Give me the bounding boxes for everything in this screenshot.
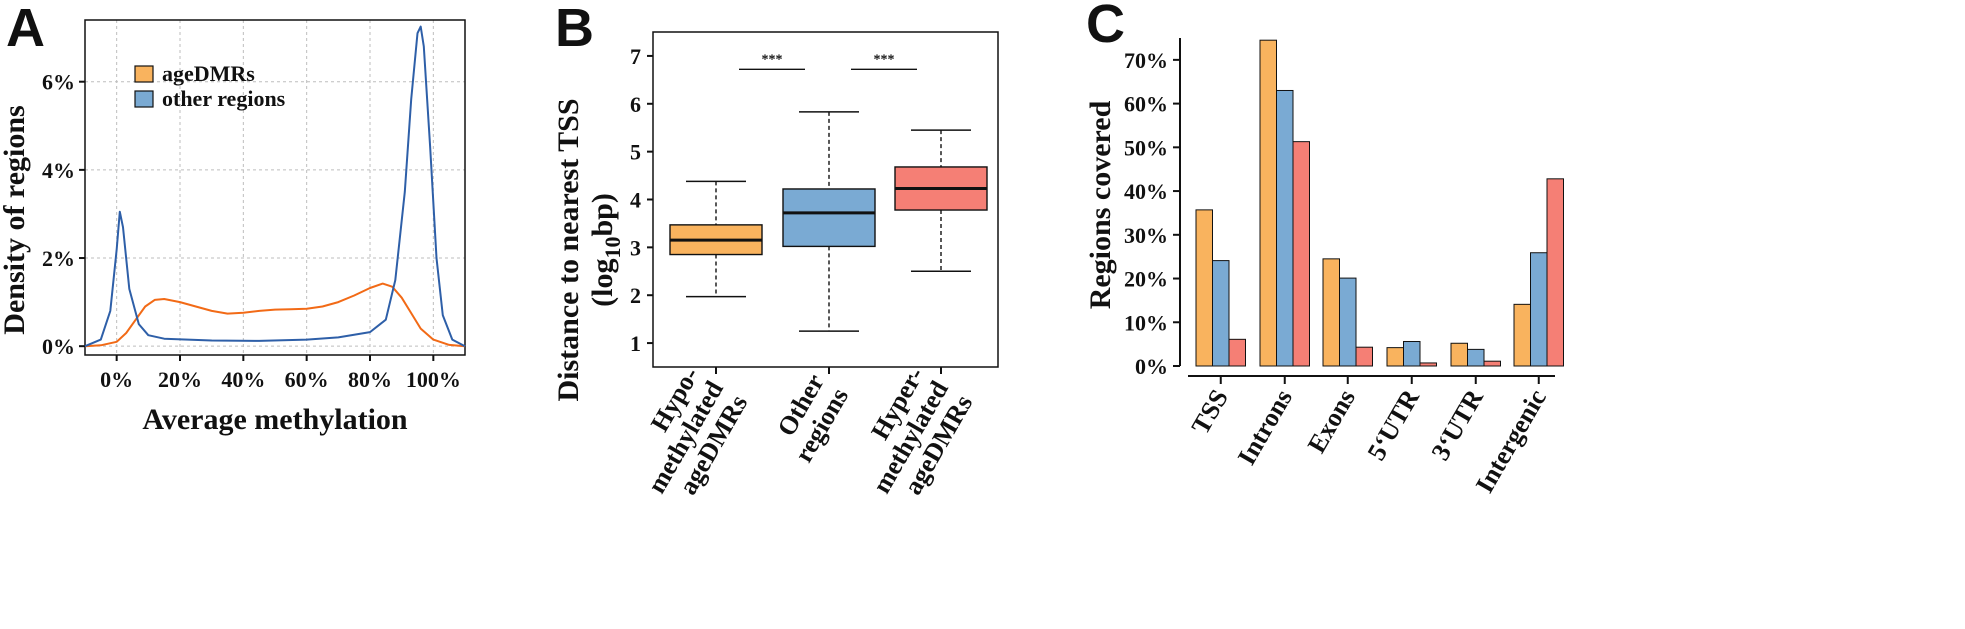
bar <box>1530 252 1548 367</box>
density-line-agedmrs <box>84 282 466 348</box>
y-tick-label-b: 5 <box>630 140 641 165</box>
x-tick-label-a: 60% <box>285 367 329 392</box>
bars <box>1195 39 1564 367</box>
x-ticks-a: 0% 20% 40% 60% 80% 100% <box>100 355 461 392</box>
y-tick-label-b: 3 <box>630 235 641 260</box>
x-category-label-c: 5‘UTR <box>1362 384 1426 465</box>
y-tick-label-c: 20% <box>1124 267 1168 292</box>
y-axis-title-a: Density of regions <box>0 105 31 334</box>
bar <box>1467 348 1485 367</box>
significance-label: *** <box>762 52 783 67</box>
y-axis-title-b-prefix: (log <box>586 259 619 307</box>
panel-letter-b: B <box>555 0 594 58</box>
bar <box>1450 342 1468 367</box>
legend-a: ageDMRs other regions <box>134 61 286 111</box>
significance-label: *** <box>874 52 895 67</box>
y-axis-title-b-suffix: bp) <box>586 193 619 236</box>
bar <box>1228 338 1246 367</box>
y-tick-label-b: 1 <box>630 331 641 356</box>
boxplots <box>669 111 988 332</box>
bar <box>1546 178 1564 367</box>
x-category-label-c: Introns <box>1232 385 1298 470</box>
bar <box>1355 346 1373 367</box>
x-category-label-c: 3‘UTR <box>1426 384 1490 465</box>
y-tick-label-a: 4% <box>42 158 75 183</box>
legend-label-agedmrs: ageDMRs <box>162 61 255 86</box>
x-tick-label-a: 0% <box>100 367 133 392</box>
significance-markers: *** *** <box>739 52 917 71</box>
y-ticks-a: 0% 2% 4% 6% <box>42 70 85 359</box>
panel-a: A 0% 2% 4% 6% 0% 20% 40% 60% 80% 100% ageDMRs ot… <box>0 0 466 436</box>
x-tick-label-a: 40% <box>221 367 265 392</box>
y-tick-label-b: 4 <box>630 188 641 213</box>
panel-letter-c: C <box>1086 0 1125 54</box>
y-tick-label-c: 70% <box>1124 48 1168 73</box>
bar <box>1292 141 1310 367</box>
y-tick-label-c: 0% <box>1135 354 1168 379</box>
y-axis-title-b: Distance to nearest TSS (log10bp) <box>552 98 625 401</box>
y-tick-label-c: 30% <box>1124 223 1168 248</box>
box <box>782 188 876 248</box>
y-ticks-c: 0% 10% 20% 30% 40% 50% 60% 70% <box>1124 48 1180 379</box>
grid-a <box>85 20 465 355</box>
axes-c <box>1179 38 1555 377</box>
x-tick-label-a: 80% <box>348 367 392 392</box>
y-tick-label-b: 2 <box>630 283 641 308</box>
y-tick-label-b: 7 <box>630 44 641 69</box>
bar <box>1322 258 1340 367</box>
bar <box>1513 303 1531 367</box>
y-axis-title-b-line1: Distance to nearest TSS <box>552 98 585 401</box>
y-tick-label-b: 6 <box>630 92 641 117</box>
y-tick-label-c: 50% <box>1124 135 1168 160</box>
y-axis-title-b-line2: (log10bp) <box>586 193 625 307</box>
y-tick-label-c: 40% <box>1124 179 1168 204</box>
bar <box>1483 360 1501 367</box>
panel-letter-a: A <box>6 0 45 58</box>
plot-frame-a <box>84 19 466 356</box>
bar <box>1403 341 1421 367</box>
y-axis-title-b-subscript: 10 <box>600 237 625 259</box>
legend-label-other-regions: other regions <box>162 86 286 111</box>
x-category-label-c: TSS <box>1186 385 1234 440</box>
bar <box>1259 39 1277 367</box>
y-tick-label-c: 60% <box>1124 92 1168 117</box>
y-tick-label-a: 2% <box>42 246 75 271</box>
legend-swatch-agedmrs <box>134 65 154 83</box>
density-line-other-regions <box>84 25 466 348</box>
y-ticks-b: 1 2 3 4 5 6 7 <box>630 44 653 356</box>
bar <box>1195 209 1213 367</box>
bar <box>1212 260 1230 367</box>
bar <box>1419 362 1437 367</box>
y-tick-label-c: 10% <box>1124 310 1168 335</box>
x-tick-label-a: 20% <box>158 367 202 392</box>
bar <box>1276 89 1294 367</box>
bar <box>1339 277 1357 367</box>
x-axis-title-a: Average methylation <box>142 403 408 436</box>
x-category-label-c: Exons <box>1302 385 1361 458</box>
legend-swatch-other-regions <box>134 90 154 108</box>
y-tick-label-a: 6% <box>42 70 75 95</box>
y-tick-label-a: 0% <box>42 334 75 359</box>
bar <box>1386 347 1404 367</box>
y-axis-title-c: Regions covered <box>1084 100 1117 309</box>
density-lines <box>84 25 466 348</box>
x-tick-label-a: 100% <box>406 367 461 392</box>
